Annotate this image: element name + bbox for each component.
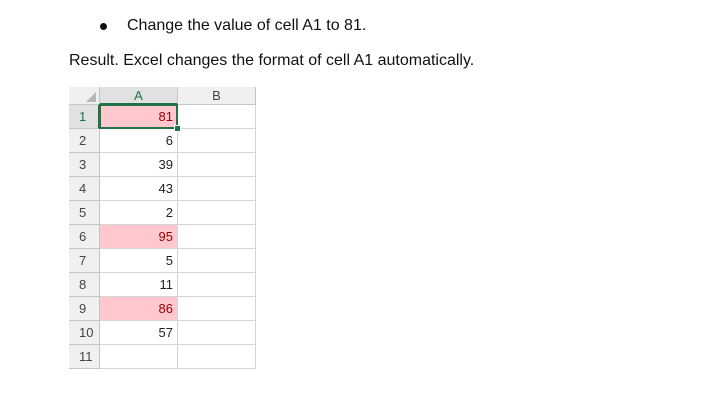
- cell: [178, 249, 256, 273]
- active-cell-border: [99, 104, 178, 129]
- cell: 43: [100, 177, 178, 201]
- bullet-dot: [100, 23, 107, 30]
- row-header: 9: [69, 297, 100, 321]
- cell: 6: [100, 129, 178, 153]
- row-header: 4: [69, 177, 100, 201]
- cell: [178, 345, 256, 369]
- cell: 57: [100, 321, 178, 345]
- cell: 2: [100, 201, 178, 225]
- cell: [178, 297, 256, 321]
- corner-triangle: [86, 92, 96, 102]
- row-header: 5: [69, 201, 100, 225]
- cell: [178, 177, 256, 201]
- fill-handle: [174, 125, 181, 132]
- cell: 95: [100, 225, 178, 249]
- cell: [178, 105, 256, 129]
- spreadsheet: A B 1 81 2 6 3 39 4 43 5 2 6 95 7 5 8 11 9 86 10 57 11: [69, 87, 256, 373]
- row-header: 2: [69, 129, 100, 153]
- column-header: B: [178, 87, 256, 105]
- row-header: 6: [69, 225, 100, 249]
- cell: 5: [100, 249, 178, 273]
- cell: 86: [100, 297, 178, 321]
- cell: 11: [100, 273, 178, 297]
- cell: [178, 129, 256, 153]
- row-header: 3: [69, 153, 100, 177]
- cell: [178, 273, 256, 297]
- row-header: 10: [69, 321, 100, 345]
- bullet-text: Change the value of cell A1 to 81.: [127, 17, 367, 34]
- column-header: A: [100, 87, 178, 105]
- row-header: 7: [69, 249, 100, 273]
- cell: [178, 225, 256, 249]
- row-header: 8: [69, 273, 100, 297]
- result-text: Result. Excel changes the format of cell…: [69, 52, 475, 69]
- cell: [100, 345, 178, 369]
- cell: [178, 321, 256, 345]
- row-header: 1: [69, 105, 100, 129]
- cell: [178, 201, 256, 225]
- row-header: 11: [69, 345, 100, 369]
- cell: 39: [100, 153, 178, 177]
- cell: [178, 153, 256, 177]
